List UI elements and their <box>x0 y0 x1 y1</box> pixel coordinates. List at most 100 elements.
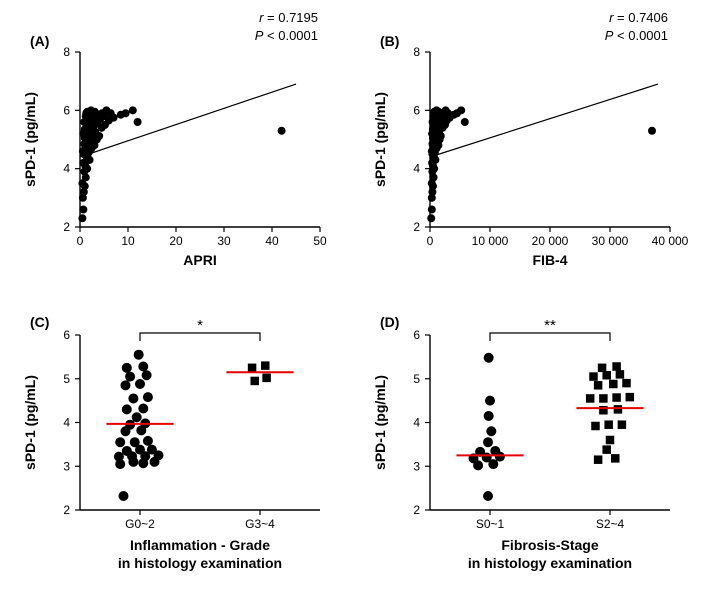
data-point <box>250 377 259 386</box>
svg-text:4: 4 <box>413 162 420 176</box>
data-point <box>262 374 271 383</box>
svg-text:2: 2 <box>413 220 420 234</box>
panel-C: 23456G0~2G3~4*Inflammation - Gradein his… <box>22 314 320 571</box>
figure-svg: 010203040502468APRIsPD-1 (pg/mL)(A)r = 0… <box>0 0 709 600</box>
svg-text:10: 10 <box>121 234 135 248</box>
data-point <box>147 445 157 455</box>
data-point <box>427 214 435 222</box>
data-point <box>622 379 631 388</box>
data-point <box>128 393 138 403</box>
svg-text:6: 6 <box>413 328 420 342</box>
svg-text:2: 2 <box>63 503 70 517</box>
data-point <box>138 404 148 414</box>
data-point <box>586 394 595 403</box>
data-point <box>248 364 257 373</box>
svg-text:4: 4 <box>63 162 70 176</box>
data-point <box>602 445 611 454</box>
data-point <box>129 106 137 114</box>
svg-text:3: 3 <box>63 459 70 473</box>
panel-D: 23456S0~1S2~4**Fibrosis-Stagein histolog… <box>372 314 670 571</box>
data-point <box>618 420 627 429</box>
corr-p: P < 0.0001 <box>605 28 668 43</box>
data-point <box>119 491 129 501</box>
data-point <box>457 106 465 114</box>
significance-bracket <box>490 333 610 341</box>
category-label: G0~2 <box>125 517 155 531</box>
svg-text:0: 0 <box>427 234 434 248</box>
data-point <box>115 437 125 447</box>
x-axis-label: APRI <box>183 252 216 268</box>
data-point <box>143 436 153 446</box>
data-point <box>609 380 618 389</box>
data-point <box>599 394 608 403</box>
svg-text:8: 8 <box>63 45 70 59</box>
data-point <box>606 436 615 445</box>
data-point <box>626 393 635 402</box>
panel-B: 010 00020 00030 00040 0002468FIB-4sPD-1 … <box>372 10 689 268</box>
data-point <box>122 404 132 414</box>
y-axis-label: sPD-1 (pg/mL) <box>372 92 388 187</box>
svg-text:2: 2 <box>413 503 420 517</box>
data-point <box>79 206 87 214</box>
y-axis-label: sPD-1 (pg/mL) <box>22 92 38 187</box>
y-axis-label: sPD-1 (pg/mL) <box>372 375 388 470</box>
data-point <box>485 396 495 406</box>
significance-bracket <box>140 333 260 341</box>
data-point <box>604 420 613 429</box>
svg-text:5: 5 <box>63 372 70 386</box>
svg-text:6: 6 <box>63 103 70 117</box>
corr-p: P < 0.0001 <box>255 28 318 43</box>
significance-marker: * <box>197 317 203 334</box>
svg-text:40: 40 <box>265 234 279 248</box>
data-point <box>612 393 621 402</box>
data-point <box>461 118 469 126</box>
data-point <box>261 361 270 370</box>
data-point <box>125 372 135 382</box>
data-point <box>278 127 286 135</box>
x-axis-label-line1: Inflammation - Grade <box>130 537 270 553</box>
svg-text:40 000: 40 000 <box>652 234 689 248</box>
panel-letter: (B) <box>380 33 399 49</box>
data-point <box>612 362 621 371</box>
data-point <box>120 380 130 390</box>
data-point <box>594 381 603 390</box>
data-point <box>122 109 130 117</box>
x-axis-label-line1: Fibrosis-Stage <box>501 537 598 553</box>
data-point <box>132 412 142 422</box>
corr-r: r = 0.7195 <box>259 10 318 25</box>
data-point <box>134 118 142 126</box>
data-point <box>589 372 598 381</box>
data-point <box>591 422 600 431</box>
y-axis-label: sPD-1 (pg/mL) <box>22 375 38 470</box>
svg-text:4: 4 <box>63 416 70 430</box>
data-point <box>483 437 493 447</box>
svg-text:20: 20 <box>169 234 183 248</box>
x-axis-label-line2: in histology examination <box>468 555 632 571</box>
svg-text:20 000: 20 000 <box>532 234 569 248</box>
svg-text:2: 2 <box>63 220 70 234</box>
data-point <box>138 362 148 372</box>
corr-r: r = 0.7406 <box>609 10 668 25</box>
figure-container: { "figure": { "width": 709, "height": 60… <box>0 0 709 600</box>
panel-letter: (D) <box>380 314 399 330</box>
data-point <box>102 106 110 114</box>
data-point <box>130 437 140 447</box>
data-point <box>594 455 603 464</box>
data-point <box>122 446 132 456</box>
data-point <box>486 426 496 436</box>
data-point <box>614 405 623 414</box>
data-point <box>484 411 494 421</box>
data-point <box>428 206 436 214</box>
data-point <box>83 108 91 116</box>
svg-text:30 000: 30 000 <box>592 234 629 248</box>
data-point <box>598 364 607 373</box>
data-point <box>135 379 145 389</box>
svg-text:30: 30 <box>217 234 231 248</box>
data-point <box>483 491 493 501</box>
data-point <box>134 350 144 360</box>
svg-text:6: 6 <box>413 103 420 117</box>
significance-marker: ** <box>544 317 556 334</box>
data-point <box>484 353 494 363</box>
category-label: S2~4 <box>596 517 625 531</box>
svg-text:10 000: 10 000 <box>472 234 509 248</box>
